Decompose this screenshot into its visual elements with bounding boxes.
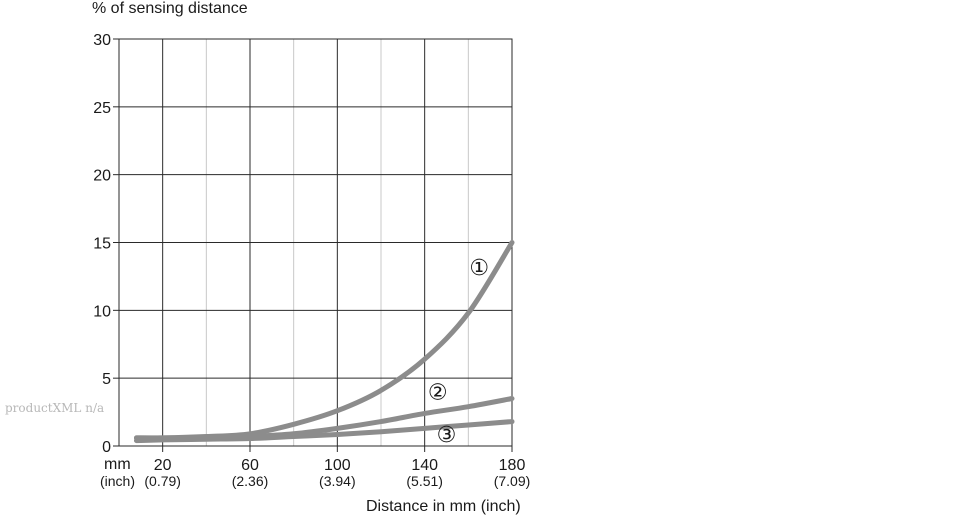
x-tick-label: 140 [411,457,438,474]
y-tick-label: 5 [102,371,111,388]
x-tick-label-inch: (2.36) [232,473,269,489]
x-tick-label-inch: (3.94) [319,473,356,489]
y-tick-label: 10 [93,303,111,320]
y-tick-label: 30 [93,32,111,49]
x-tick-label-inch: (7.09) [494,473,531,489]
y-tick-label: 15 [93,236,111,253]
watermark-text: productXML n/a [5,401,105,415]
x-axis-title: Distance in mm (inch) [366,498,521,515]
x-unit-mm-label: mm [104,456,131,473]
series-label-3: ③ [437,422,457,447]
y-tick-label: 0 [102,439,111,456]
x-tick-label: 180 [499,457,526,474]
x-tick-label: 60 [241,457,259,474]
x-tick-label: 20 [154,457,172,474]
x-tick-label-inch: (0.79) [144,473,181,489]
y-axis-title: % of sensing distance [92,0,248,17]
series-line-3 [133,419,515,444]
y-tick-label: 25 [93,100,111,117]
x-unit-inch-label: (inch) [100,473,136,489]
x-tick-label-inch: (5.51) [406,473,443,489]
series-label-1: ① [469,255,489,280]
y-tick-label: 20 [93,168,111,185]
series-label-2: ② [428,380,448,405]
x-tick-label: 100 [324,457,351,474]
